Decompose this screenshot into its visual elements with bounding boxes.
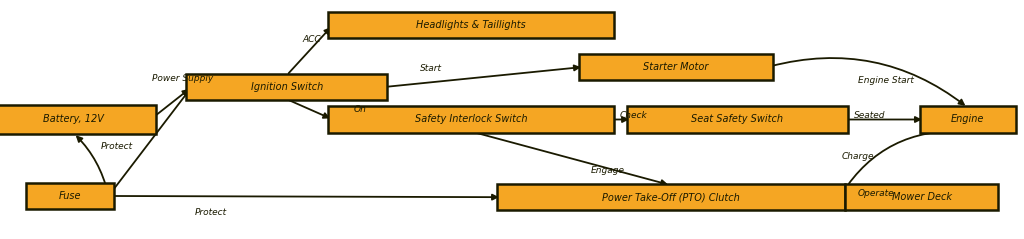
Text: Seated: Seated bbox=[854, 111, 886, 120]
FancyBboxPatch shape bbox=[627, 106, 848, 133]
Text: Power Supply: Power Supply bbox=[152, 74, 213, 83]
FancyBboxPatch shape bbox=[497, 184, 845, 210]
FancyBboxPatch shape bbox=[26, 183, 114, 209]
Text: Power Take-Off (PTO) Clutch: Power Take-Off (PTO) Clutch bbox=[602, 192, 739, 202]
Text: Battery, 12V: Battery, 12V bbox=[43, 114, 104, 125]
Text: Charge: Charge bbox=[842, 152, 874, 161]
Text: Starter Motor: Starter Motor bbox=[643, 62, 709, 72]
FancyBboxPatch shape bbox=[579, 54, 773, 80]
Text: Engage: Engage bbox=[591, 166, 625, 175]
Text: Headlights & Taillights: Headlights & Taillights bbox=[416, 20, 526, 30]
Text: Protect: Protect bbox=[195, 208, 226, 217]
Text: Operate: Operate bbox=[858, 189, 895, 198]
FancyBboxPatch shape bbox=[186, 74, 387, 100]
FancyBboxPatch shape bbox=[845, 184, 998, 210]
FancyBboxPatch shape bbox=[328, 12, 614, 38]
Text: Ignition Switch: Ignition Switch bbox=[251, 82, 323, 92]
Text: ACC: ACC bbox=[302, 35, 321, 44]
Text: Safety Interlock Switch: Safety Interlock Switch bbox=[415, 114, 527, 125]
FancyBboxPatch shape bbox=[328, 106, 614, 133]
Text: Engine Start: Engine Start bbox=[858, 76, 914, 85]
Text: Seat Safety Switch: Seat Safety Switch bbox=[691, 114, 783, 125]
FancyBboxPatch shape bbox=[920, 106, 1016, 133]
Text: Engine: Engine bbox=[951, 114, 984, 125]
Text: Start: Start bbox=[420, 64, 441, 73]
Text: On: On bbox=[353, 105, 367, 114]
Text: Fuse: Fuse bbox=[58, 191, 81, 201]
Text: Protect: Protect bbox=[100, 142, 132, 152]
Text: Mower Deck: Mower Deck bbox=[892, 192, 951, 202]
FancyBboxPatch shape bbox=[0, 105, 156, 134]
Text: Check: Check bbox=[620, 111, 647, 120]
